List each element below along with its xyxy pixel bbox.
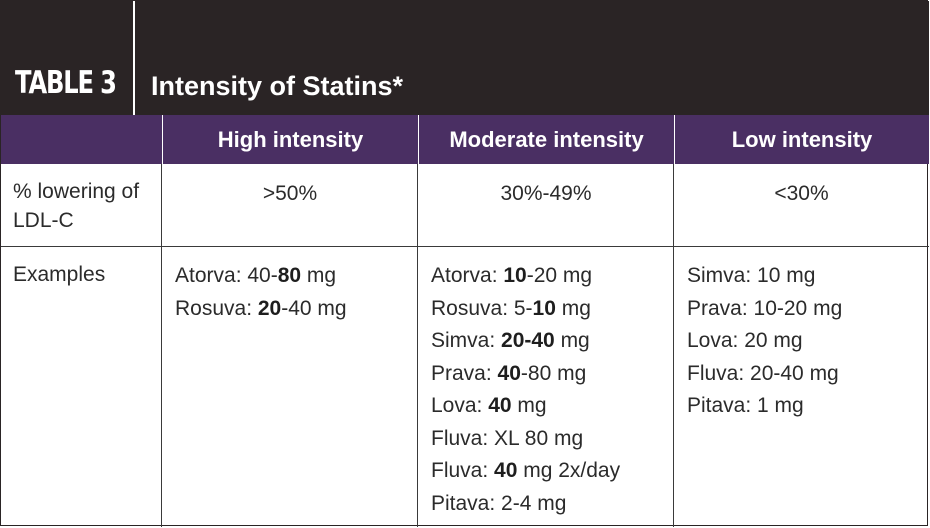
drug-example-pre: Lova:	[431, 394, 489, 417]
drug-example-pre: Lova: 20 mg	[687, 329, 803, 352]
drug-example-bold: 40	[497, 361, 521, 385]
drug-example-pre: Simva: 10 mg	[687, 264, 816, 287]
drug-example-post: mg	[554, 329, 590, 352]
drug-example: Rosuva: 20-40 mg	[175, 293, 347, 326]
drug-example-pre: Fluva: 20-40 mg	[687, 361, 839, 385]
table-number: TABLE 3	[15, 65, 117, 101]
drug-example: Atorva: 10-20 mg	[431, 260, 620, 293]
drug-example-post: -80 mg	[520, 361, 587, 385]
drug-example-post: mg	[301, 264, 337, 287]
row-label-examples: Examples	[13, 263, 106, 286]
drug-example-bold: 80	[277, 264, 302, 287]
column-header-high: High intensity	[162, 115, 418, 164]
drug-example: Prava: 10-20 mg	[687, 293, 842, 326]
drug-example-pre: Fluva:	[431, 459, 495, 482]
column-divider	[673, 164, 674, 527]
drug-example: Prava: 40-80 mg	[431, 358, 620, 391]
drug-example-pre: Atorva: 40-	[175, 264, 278, 287]
drug-example-post: mg	[511, 394, 547, 417]
drug-example: Simva: 20-40 mg	[431, 325, 620, 358]
examples-low-list: Simva: 10 mg Prava: 10-20 mg Lova: 20 mg Fl…	[687, 260, 842, 423]
drug-example-pre: Simva:	[431, 329, 502, 352]
lowering-moderate-value: 30%-49%	[500, 182, 592, 205]
drug-example-bold: 40	[488, 394, 512, 417]
drug-example: Fluva: 20-40 mg	[687, 358, 842, 391]
column-header-low: Low intensity	[674, 115, 929, 164]
drug-example: Lova: 40 mg	[431, 390, 620, 423]
column-header-row: High intensity Moderate intensity Low in…	[1, 115, 929, 164]
lowering-low-value: <30%	[774, 182, 829, 205]
table-title: Intensity of Statins*	[151, 71, 404, 101]
drug-example-pre: Pitava: 2-4 mg	[431, 491, 567, 515]
drug-example: Lova: 20 mg	[687, 325, 842, 358]
drug-example-post: -40 mg	[281, 296, 347, 320]
drug-example-post: -20 mg	[526, 264, 593, 287]
column-divider	[417, 164, 418, 527]
examples-high-list: Atorva: 40-80 mg Rosuva: 20-40 mg	[175, 260, 347, 325]
drug-example-bold: 20	[257, 296, 282, 320]
table-title-bar: TABLE 3 Intensity of Statins*	[1, 1, 929, 115]
drug-example-post: mg 2x/day	[517, 459, 621, 482]
drug-example-pre: Fluva: XL 80 mg	[431, 426, 584, 450]
table-number-cell: TABLE 3	[1, 1, 135, 115]
drug-example: Fluva: 40 mg 2x/day	[431, 455, 620, 488]
drug-example: Pitava: 2-4 mg	[431, 488, 620, 521]
drug-example: Simva: 10 mg	[687, 260, 842, 293]
drug-example-pre: Prava:	[431, 361, 498, 385]
drug-example-pre: Rosuva:	[175, 296, 258, 320]
row-divider	[1, 246, 929, 247]
drug-example-post: mg	[555, 296, 591, 320]
column-divider	[161, 164, 162, 527]
drug-example-bold: 20-40	[501, 329, 555, 352]
drug-example-bold: 10	[503, 264, 527, 287]
drug-example-pre: Rosuva: 5-	[431, 296, 533, 320]
lowering-high-value: >50%	[262, 182, 318, 205]
examples-moderate-list: Atorva: 10-20 mg Rosuva: 5-10 mg Simva: 20…	[431, 260, 620, 520]
drug-example-pre: Pitava: 1 mg	[687, 394, 804, 417]
drug-example: Rosuva: 5-10 mg	[431, 293, 620, 326]
drug-example: Fluva: XL 80 mg	[431, 423, 620, 456]
column-header-moderate: Moderate intensity	[418, 115, 674, 164]
row-label-lowering: % lowering of LDL-C	[13, 180, 140, 232]
drug-example: Pitava: 1 mg	[687, 390, 842, 423]
drug-example-pre: Atorva:	[431, 264, 504, 287]
drug-example-bold: 40	[494, 459, 518, 482]
drug-example-pre: Prava: 10-20 mg	[687, 296, 843, 320]
drug-example: Atorva: 40-80 mg	[175, 260, 347, 293]
drug-example-bold: 10	[532, 296, 556, 320]
column-header-empty	[1, 115, 162, 164]
